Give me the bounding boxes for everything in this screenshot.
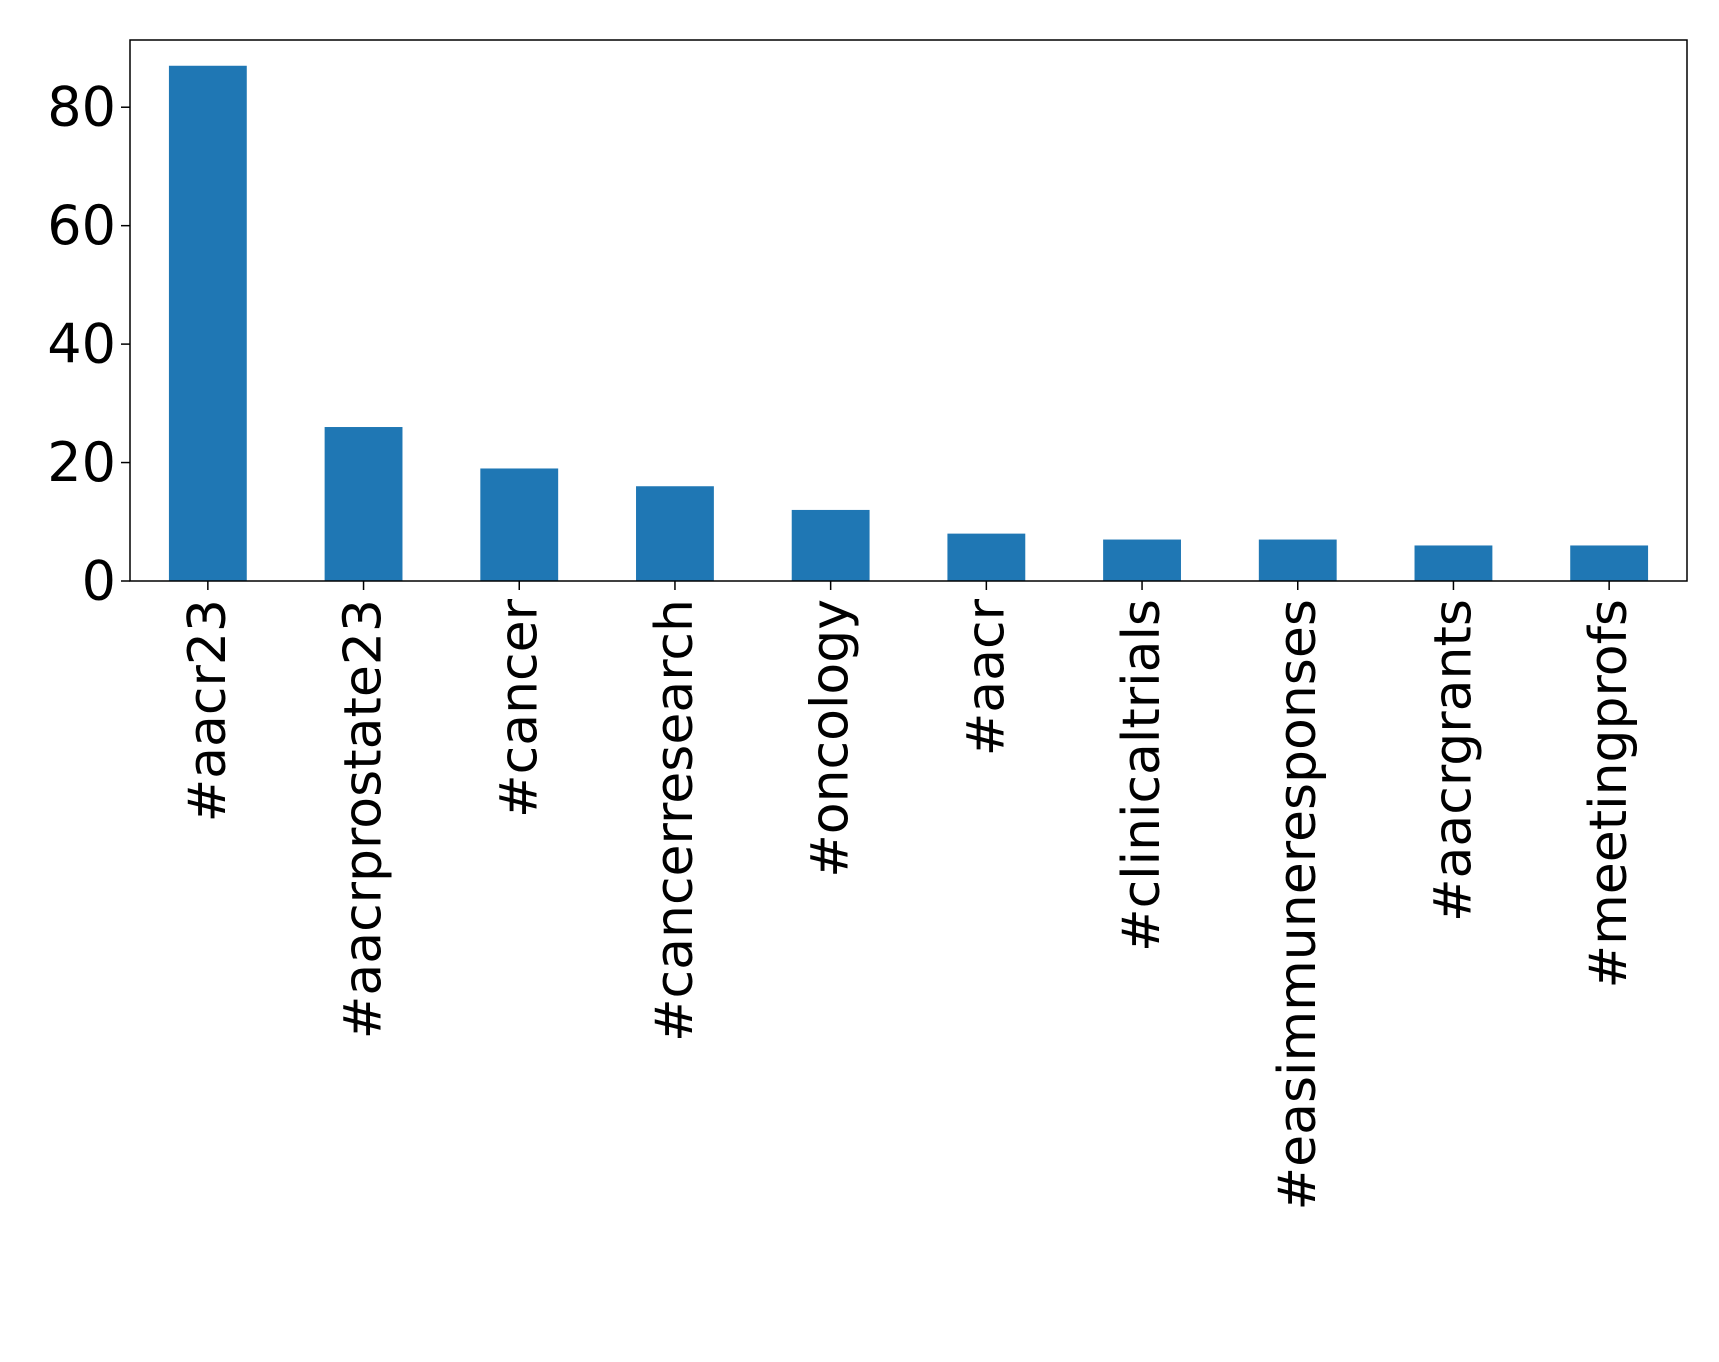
bar-easimmuneresponses [1258,539,1337,581]
y-tick-label: 0 [82,550,116,613]
x-axis: #aacr23 #aacrprostate23 #cancer #cancerrese… [178,581,1639,1210]
x-tick-label: #clinicaltrials [1112,599,1172,952]
x-tick-label: #aacrprostate23 [334,599,394,1039]
plot-frame [129,39,1688,582]
y-tick-label: 80 [47,76,116,139]
bar-cancerresearch [636,486,714,581]
x-tick-label: #cancer [489,598,549,818]
x-tick-label: #aacr23 [178,599,238,822]
y-tick-label: 20 [47,431,116,494]
x-tick-label: #aacr [956,598,1016,756]
y-axis: 0 20 40 60 80 [47,76,130,613]
bars-group [168,65,1649,581]
y-tick-label: 60 [47,194,116,257]
bar-cancer [480,468,559,581]
bar-aacrprostate23 [324,427,403,581]
bar-aacrgrants [1414,545,1493,581]
bar-aacr [947,533,1026,581]
x-tick-label: #cancerresearch [645,599,705,1042]
y-tick-label: 40 [47,313,116,376]
x-tick-label: #meetingprofs [1579,599,1639,988]
x-tick-label: #easimmuneresponses [1268,599,1328,1210]
bar-aacr23 [168,65,247,581]
bar-meetingprofs [1570,545,1649,581]
x-tick-label: #aacrgrants [1423,599,1483,922]
bar-clinicaltrials [1103,539,1181,581]
bar-oncology [791,509,870,581]
x-tick-label: #oncology [801,599,861,878]
